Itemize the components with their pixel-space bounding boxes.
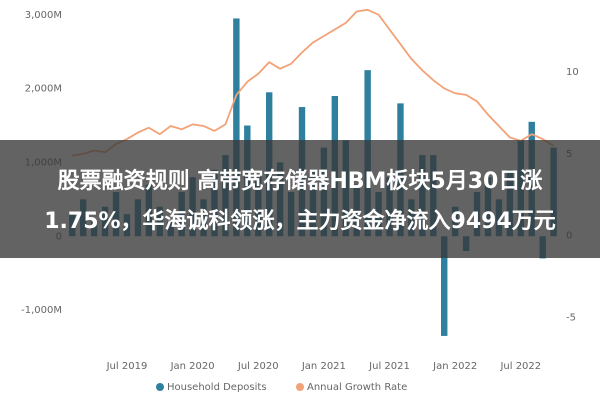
x-tick-label: Jul 2020 — [237, 361, 279, 372]
y-tick-label: 2,000M — [25, 84, 62, 95]
banner-line: 股票融资规则 高带宽存储器HBM板块5月30日涨 — [58, 168, 543, 194]
y-tick-label: -1,000M — [21, 305, 62, 316]
bar — [233, 18, 240, 237]
legend-label: Annual Growth Rate — [307, 382, 407, 393]
x-tick-label: Jul 2021 — [368, 361, 410, 372]
legend-label: Household Deposits — [167, 382, 267, 393]
x-tick-label: Jan 2022 — [432, 361, 477, 372]
banner-line: 1.75%，华海诚科领涨，主力资金净流入9494万元 — [44, 208, 556, 234]
bar — [441, 236, 448, 336]
line — [72, 8, 555, 157]
banner — [0, 140, 600, 258]
x-tick-label: Jan 2021 — [301, 361, 346, 372]
legend-marker — [296, 383, 304, 391]
legend-marker — [156, 383, 164, 391]
x-tick-label: Jul 2019 — [106, 361, 148, 372]
y2-tick-label: 10 — [566, 67, 579, 78]
x-tick-label: Jan 2020 — [170, 361, 215, 372]
x-tick-label: Jul 2022 — [499, 361, 541, 372]
y-tick-label: 3,000M — [25, 10, 62, 21]
y2-tick-label: -5 — [566, 313, 576, 324]
